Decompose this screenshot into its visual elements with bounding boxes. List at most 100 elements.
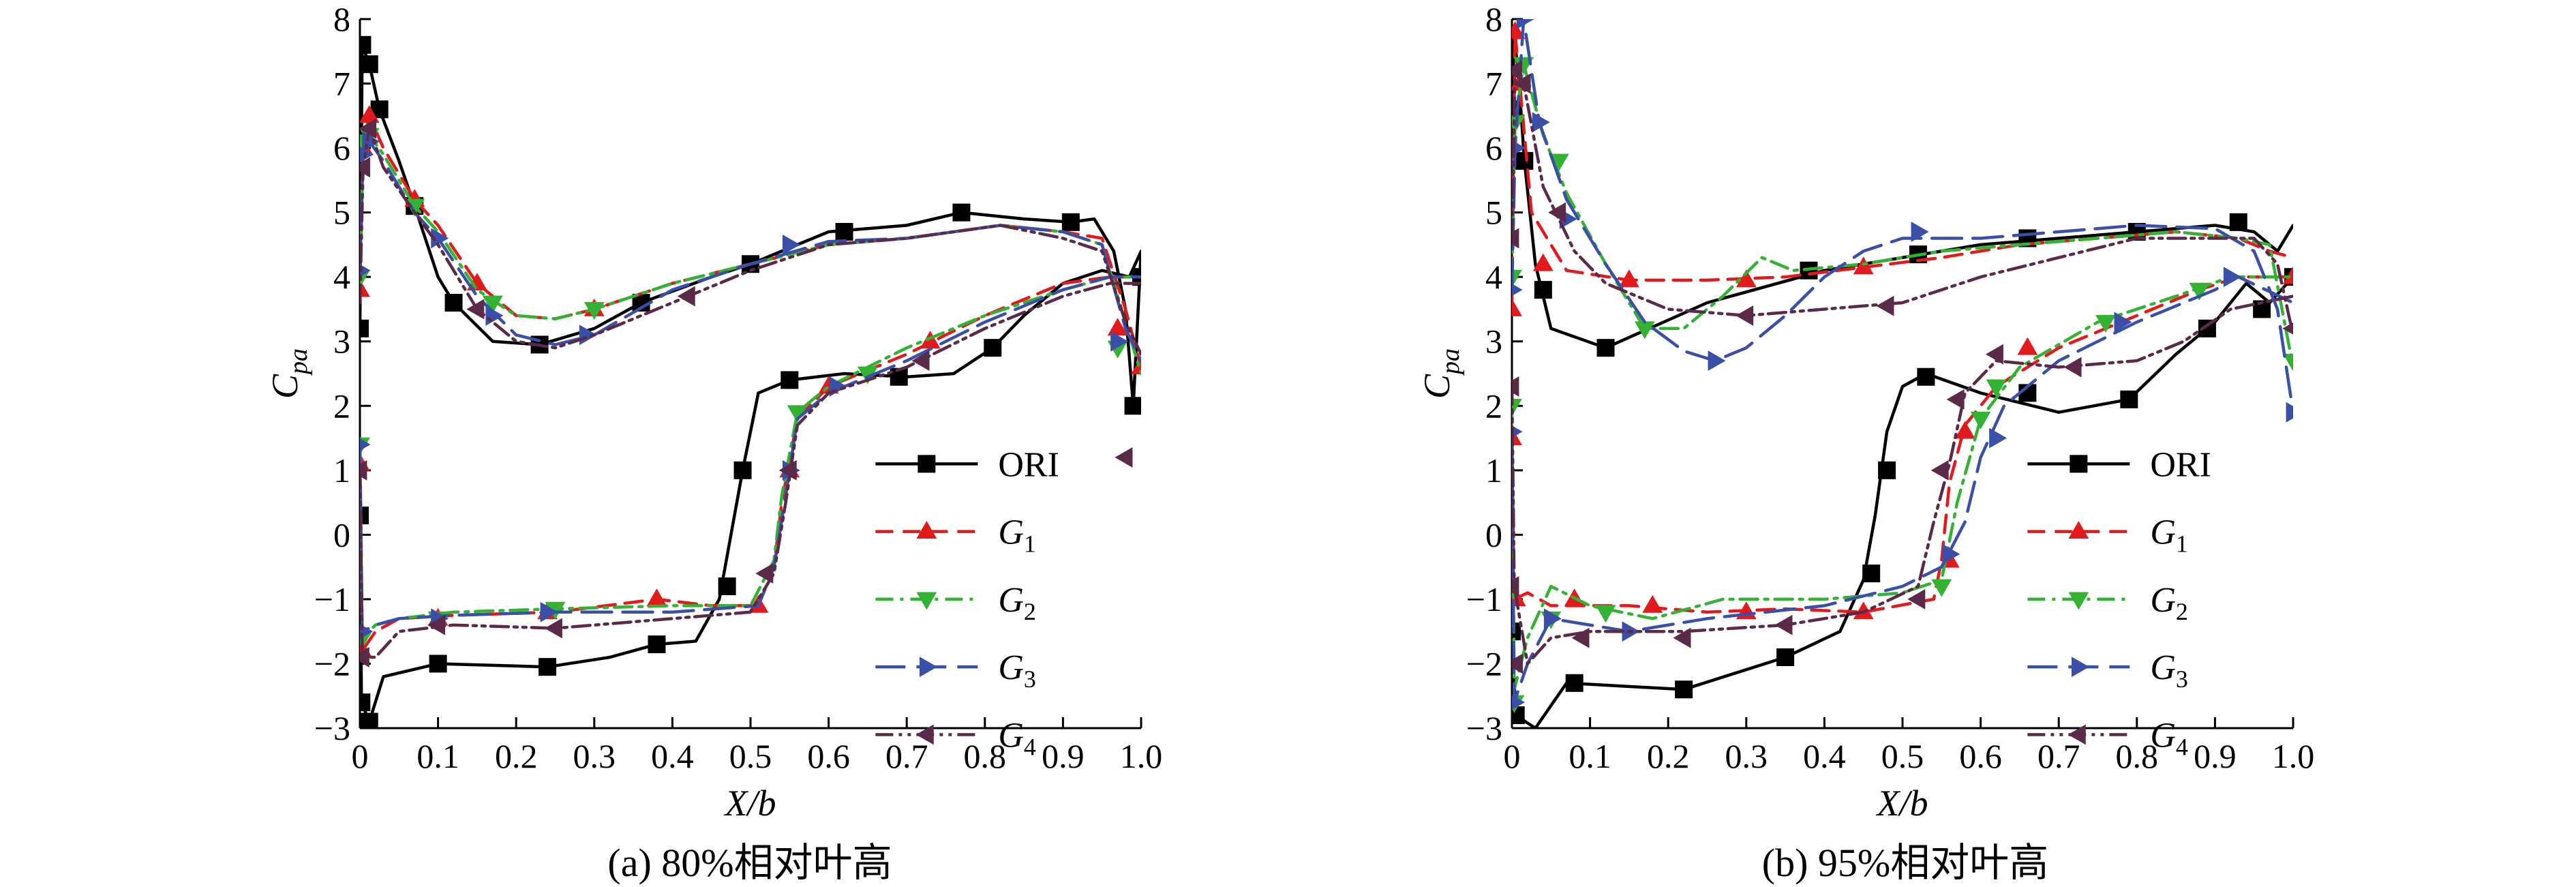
y-axis-title: Cpa [264, 348, 313, 399]
y-tick-label: 6 [1485, 129, 1502, 167]
data-point-ori [1917, 367, 1935, 386]
data-point-g3 [360, 264, 371, 277]
x-tick-label: 0.2 [495, 737, 538, 775]
legend-label-g4: G4 [2150, 716, 2188, 760]
data-point-ori [2120, 390, 2138, 408]
data-point-g2 [1986, 379, 2007, 397]
y-tick-label: −3 [314, 709, 350, 747]
data-point-g1 [1954, 421, 1975, 439]
y-tick-label: 8 [333, 0, 350, 38]
data-point-g4 [360, 118, 377, 139]
data-point-g3 [1911, 222, 1929, 242]
data-point-g1 [1618, 269, 1639, 288]
legend-marker-g4 [2067, 724, 2086, 745]
data-point-g4 [466, 299, 485, 320]
y-axis-title: Cpa [1416, 348, 1465, 399]
x-tick-label: 0 [1504, 737, 1521, 775]
data-point-ori [2229, 213, 2247, 231]
legend-label-g3: G3 [2150, 648, 2188, 693]
x-tick-label: 0.5 [729, 737, 772, 775]
y-tick-label: 8 [1485, 0, 1502, 38]
data-point-ori [1776, 648, 1795, 666]
data-point-g1 [1532, 253, 1554, 271]
data-point-g4 [2282, 322, 2293, 335]
y-tick-label: 4 [1485, 258, 1502, 296]
data-point-ori [360, 319, 369, 337]
plot-area [1512, 19, 2293, 728]
data-point-ori [648, 635, 666, 654]
series-line-g4-upper [1512, 69, 2293, 337]
y-tick-label: 4 [333, 258, 350, 296]
data-point-g1 [360, 279, 370, 297]
data-point-g1 [2283, 266, 2293, 284]
y-tick-label: 3 [1485, 322, 1502, 361]
data-point-g3 [1110, 331, 1129, 352]
y-tick-label: −2 [314, 644, 350, 682]
legend-marker-g1 [916, 521, 937, 539]
x-tick-label: 1.0 [2272, 737, 2315, 775]
x-tick-label: 0.1 [1569, 737, 1611, 775]
data-point-ori [360, 693, 371, 712]
data-point-g4 [1512, 576, 1519, 597]
x-tick-label: 0.7 [2037, 737, 2080, 775]
data-point-g3 [1708, 350, 1726, 372]
series-line-g4-upper [360, 127, 1141, 356]
y-tick-label: 1 [333, 451, 350, 490]
data-point-g3 [1532, 112, 1550, 133]
data-point-g4 [1548, 202, 1566, 223]
data-point-g1 [1131, 356, 1141, 374]
data-point-g4 [427, 614, 445, 635]
x-tick-label: 0.4 [1803, 737, 1846, 775]
y-tick-label: −1 [314, 580, 350, 618]
legend-label-ori: ORI [2150, 445, 2211, 484]
data-point-ori [1878, 461, 1896, 479]
data-point-ori [718, 577, 736, 595]
legend-label-g3: G3 [998, 648, 1036, 693]
data-point-ori [1061, 213, 1080, 231]
data-point-g1 [1512, 427, 1522, 445]
legend-label-g4: G4 [998, 716, 1036, 760]
series-line-ori-upper [360, 43, 1141, 408]
data-point-g2 [1595, 605, 1616, 623]
data-point-g4 [1673, 627, 1691, 648]
data-point-g2 [2283, 353, 2293, 372]
x-tick-label: 0.2 [1647, 737, 1690, 775]
data-point-g3 [1512, 284, 1523, 297]
data-point-ori [539, 658, 557, 676]
y-tick-label: 1 [1485, 451, 1502, 490]
series-line-g2-upper [360, 133, 1141, 376]
data-point-g4 [755, 563, 774, 584]
x-tick-label: 0.5 [1881, 737, 1924, 775]
y-tick-label: 7 [1485, 65, 1502, 103]
data-point-g4 [1513, 73, 1531, 94]
x-tick-label: 0.8 [2116, 737, 2159, 775]
legend-label-ori: ORI [998, 445, 1059, 484]
data-point-g2 [1931, 579, 1952, 597]
data-point-g2 [584, 302, 605, 320]
data-point-g4 [1907, 588, 1926, 610]
data-point-g4 [1985, 344, 2003, 365]
y-tick-label: 5 [333, 194, 350, 232]
data-point-g3 [1512, 695, 1526, 710]
data-point-g4 [2063, 357, 2082, 378]
y-tick-label: 2 [1485, 387, 1502, 425]
x-tick-label: 0.9 [2194, 737, 2237, 775]
legend-label-g1: G1 [998, 513, 1036, 558]
data-point-g3 [360, 438, 371, 451]
x-tick-label: 1.0 [1120, 737, 1163, 775]
y-tick-label: 5 [1485, 194, 1502, 232]
chart-caption: (a) 80%相对叶高 [607, 841, 892, 885]
data-point-ori [835, 223, 853, 241]
legend-label-g2: G2 [2150, 581, 2188, 625]
legend-marker-g2 [2068, 592, 2089, 610]
x-tick-label: 0.6 [1959, 737, 2002, 775]
data-point-g4 [1512, 228, 1519, 249]
data-point-ori [1596, 339, 1615, 357]
data-point-ori [360, 712, 378, 728]
data-point-g2 [482, 295, 503, 314]
y-tick-label: 0 [1485, 515, 1502, 554]
data-point-g2 [1512, 115, 1526, 133]
x-axis-title: X/b [724, 783, 776, 824]
data-point-g4 [1774, 614, 1793, 635]
